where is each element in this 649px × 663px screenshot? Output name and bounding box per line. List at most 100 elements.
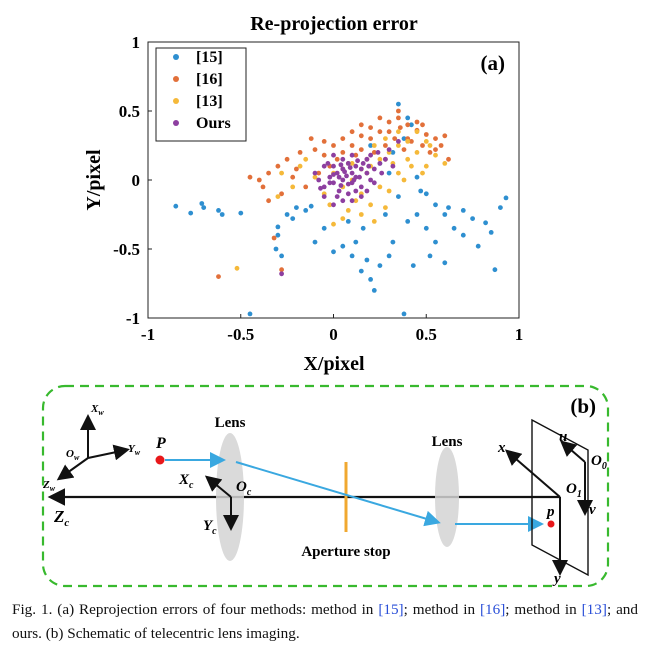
- label-P: P: [155, 435, 166, 452]
- label-o0: O0: [591, 453, 607, 472]
- scatter-point: [358, 194, 364, 200]
- world-y-axis: [87, 444, 130, 461]
- scatter-point: [396, 139, 401, 144]
- scatter-point: [420, 170, 425, 176]
- scatter-point: [386, 170, 392, 176]
- scatter-point: [353, 198, 359, 204]
- legend-label: Ours: [196, 115, 231, 132]
- scatter-point: [345, 208, 351, 213]
- label-oc: Oc: [236, 479, 252, 498]
- scatter-point: [247, 311, 253, 317]
- scatter-point: [321, 225, 327, 231]
- scatter-point: [423, 163, 429, 169]
- scatter-point: [360, 161, 366, 166]
- panel-label-a: (a): [481, 51, 506, 75]
- scatter-point: [349, 129, 355, 135]
- scatter-point: [201, 205, 207, 211]
- scatter-point: [364, 170, 370, 176]
- scatter-point: [303, 156, 309, 162]
- scatter-point: [312, 174, 318, 180]
- scatter-point: [401, 147, 407, 153]
- scatter-point: [390, 150, 396, 155]
- legend-items: [15] [16] [13] Ours: [173, 49, 231, 132]
- scatter-point: [316, 177, 322, 183]
- scatter-point: [364, 156, 370, 162]
- scatter-point: [390, 239, 396, 245]
- y-tick-label: 0.5: [119, 102, 140, 121]
- scatter-point: [234, 265, 240, 271]
- scatter-point: [345, 181, 351, 187]
- scatter-point: [349, 152, 355, 158]
- scatter-point: [427, 143, 433, 148]
- label-v: v: [589, 502, 596, 518]
- scatter-point: [331, 152, 336, 158]
- scatter-point: [371, 180, 377, 186]
- scatter-point: [383, 156, 388, 162]
- scatter-point: [383, 136, 388, 142]
- figure: Re-projection error -1 -0.5 0 0.5 1 1 0.5 0 -0.5…: [41, 13, 610, 588]
- scatter-point: [321, 163, 327, 169]
- scatter-point: [442, 133, 448, 139]
- scatter-point: [409, 122, 414, 128]
- x-tick-label: -1: [141, 325, 155, 344]
- legend-label: [16]: [196, 71, 223, 88]
- scatter-point: [349, 198, 355, 204]
- scatter-point: [396, 108, 401, 114]
- world-z-axis: [56, 457, 89, 481]
- scatter-point: [199, 201, 205, 206]
- caption-ref-15[interactable]: [15]: [378, 601, 404, 618]
- scatter-point: [279, 253, 284, 259]
- scatter-point: [442, 161, 448, 166]
- scatter-point: [433, 239, 438, 245]
- legend-label: [13]: [196, 93, 223, 110]
- scatter-point: [405, 115, 411, 121]
- scatter-point: [340, 216, 346, 222]
- caption-ref-13[interactable]: [13]: [581, 601, 607, 618]
- scatter-point: [219, 212, 225, 217]
- aperture-label: Aperture stop: [301, 544, 390, 560]
- scatter-point: [340, 198, 346, 204]
- axis-ticks: -1 -0.5 0 0.5 1 1 0.5 0 -0.5 -1: [113, 33, 523, 344]
- label-x: x: [497, 440, 506, 456]
- scatter-point: [418, 188, 424, 194]
- scatter-point: [396, 194, 401, 200]
- scatter-point: [364, 188, 370, 194]
- scatter-point: [488, 230, 494, 235]
- scatter-point: [368, 202, 373, 208]
- scatter-point: [397, 125, 403, 130]
- scatter-point: [396, 170, 401, 176]
- scatter-point: [331, 221, 336, 227]
- scatter-point: [266, 170, 271, 176]
- scatter-point: [358, 147, 364, 153]
- scatter-point: [334, 170, 340, 176]
- scatter-point: [238, 210, 244, 216]
- scatter-point: [396, 143, 401, 148]
- scatter-point: [347, 165, 353, 171]
- scatter-point: [358, 268, 364, 274]
- scatter-point: [340, 243, 346, 249]
- label-yw: Yw: [128, 443, 141, 457]
- scatter-point: [383, 205, 388, 211]
- scatter-point: [433, 136, 438, 142]
- scatter-point: [409, 163, 414, 169]
- lens-2-label: Lens: [432, 434, 463, 450]
- scatter-point: [316, 170, 322, 176]
- camera-frame: Xc Oc Yc: [178, 472, 252, 537]
- scatter-point: [368, 177, 373, 183]
- dashed-border: [41, 384, 610, 588]
- scatter-point: [334, 194, 340, 200]
- label-zw: Zw: [42, 479, 56, 493]
- caption-ref-16[interactable]: [16]: [479, 601, 506, 618]
- scatter-point: [344, 173, 349, 179]
- scatter-point: [414, 212, 420, 217]
- x-tick-label: 0.5: [416, 325, 437, 344]
- label-y: y: [552, 571, 561, 587]
- scatter-point: [290, 184, 296, 190]
- legend-box: [155, 47, 247, 142]
- scatter-point: [321, 194, 327, 200]
- scatter-point: [321, 139, 327, 144]
- image-x-axis: [504, 449, 561, 498]
- label-zc: Zc: [53, 507, 69, 529]
- scatter-point: [366, 163, 372, 169]
- caption-tail: ; and ours. (b) Schematic of telecentric…: [12, 601, 638, 642]
